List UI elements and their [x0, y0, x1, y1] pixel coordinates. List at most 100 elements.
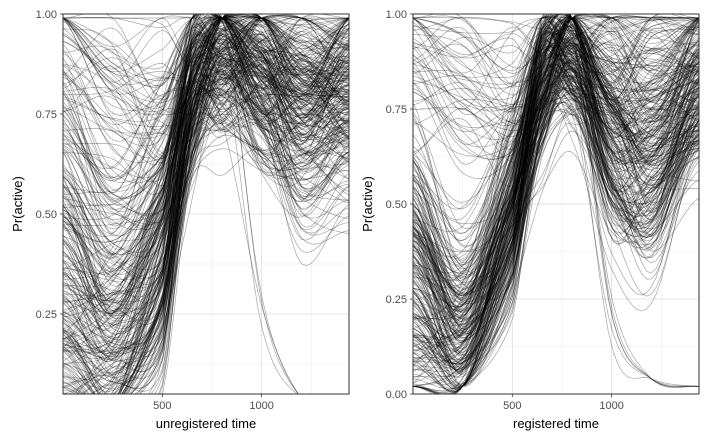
- series-line: [413, 66, 699, 234]
- series-line: [63, 14, 349, 322]
- series-line: [413, 14, 699, 74]
- series-line: [63, 14, 349, 389]
- series-line: [413, 17, 699, 284]
- series-line: [413, 109, 699, 312]
- series-line: [413, 29, 699, 353]
- series-line: [63, 55, 349, 329]
- series-line: [63, 18, 349, 317]
- series-line: [413, 44, 699, 140]
- x-tick-label: 1000: [599, 400, 623, 412]
- series-line: [63, 46, 349, 317]
- series-line: [63, 46, 349, 159]
- series-line: [413, 16, 699, 384]
- series-line: [63, 33, 349, 361]
- series-line: [63, 17, 349, 116]
- series-line: [413, 102, 699, 387]
- series-line: [413, 14, 699, 303]
- series-line: [63, 17, 349, 340]
- series-line: [63, 106, 349, 363]
- series-line: [63, 96, 349, 369]
- series-line: [63, 14, 349, 81]
- series-line: [63, 107, 349, 339]
- series-line: [413, 14, 699, 313]
- series-line: [63, 24, 349, 394]
- series-line: [63, 32, 349, 210]
- y-tick-label: 0.75: [386, 104, 407, 116]
- series-line: [63, 121, 349, 354]
- series-line: [413, 15, 699, 312]
- series-line: [63, 14, 349, 288]
- series-line: [63, 93, 349, 394]
- series-line: [121, 33, 349, 394]
- series-line: [413, 49, 699, 387]
- series-line: [63, 26, 349, 353]
- series-line: [63, 18, 349, 103]
- series-line: [413, 89, 699, 320]
- series-line: [413, 25, 699, 359]
- series-line: [413, 22, 699, 289]
- series-line: [63, 14, 349, 373]
- y-tick-label: 0.50: [36, 209, 57, 221]
- series-line: [413, 17, 699, 113]
- series-line: [63, 30, 349, 170]
- series-line: [63, 34, 349, 378]
- series-line: [413, 19, 699, 253]
- series-line: [63, 72, 349, 255]
- series-line: [413, 14, 699, 179]
- series-line: [413, 14, 699, 64]
- series-line: [63, 14, 349, 349]
- series-line: [63, 19, 349, 353]
- series-line: [413, 15, 699, 366]
- series-line: [413, 17, 699, 235]
- series-line: [413, 14, 699, 85]
- series-line: [63, 14, 349, 280]
- series-line: [63, 14, 349, 328]
- series-line: [63, 44, 349, 275]
- series-line: [413, 16, 699, 79]
- series-line: [63, 65, 349, 389]
- series-line: [413, 17, 699, 75]
- series-line: [413, 15, 699, 110]
- series-line: [413, 70, 699, 301]
- series-line: [63, 17, 349, 315]
- series-line: [413, 52, 699, 394]
- series-line: [413, 32, 699, 252]
- series-line: [63, 15, 349, 394]
- series-line: [63, 15, 349, 388]
- series-line: [63, 16, 349, 225]
- series-line: [413, 97, 699, 281]
- series-line: [413, 45, 699, 348]
- y-tick-label: 0.75: [36, 109, 57, 121]
- series-line: [413, 25, 699, 294]
- series-line: [413, 17, 699, 150]
- series-line: [413, 27, 699, 387]
- series-line: [413, 51, 699, 361]
- series-line: [413, 18, 699, 264]
- series-line: [63, 17, 349, 390]
- series-line: [413, 32, 699, 352]
- series-line: [63, 16, 349, 178]
- series-line: [63, 65, 349, 237]
- series-line: [63, 30, 349, 135]
- series-line: [413, 37, 699, 374]
- series-line: [63, 14, 349, 67]
- series-line: [63, 15, 349, 354]
- series-line: [413, 67, 699, 342]
- series-line: [63, 14, 349, 335]
- series-line: [63, 52, 349, 237]
- series-line: [63, 42, 349, 125]
- series-line: [413, 14, 699, 388]
- series-line: [63, 14, 349, 194]
- series-line: [413, 102, 699, 370]
- series-line: [413, 14, 699, 263]
- series-line: [413, 21, 699, 394]
- series-line: [413, 43, 699, 308]
- series-line: [63, 17, 349, 339]
- series-line: [63, 28, 349, 159]
- chart-panel-2: 500 1000 0.00 0.25 0.50 0.75 1.00 registered ti…: [360, 9, 700, 431]
- series-line: [413, 30, 699, 370]
- series-line: [413, 130, 699, 387]
- series-line: [413, 14, 699, 360]
- series-line: [413, 37, 699, 325]
- series-line: [413, 14, 699, 344]
